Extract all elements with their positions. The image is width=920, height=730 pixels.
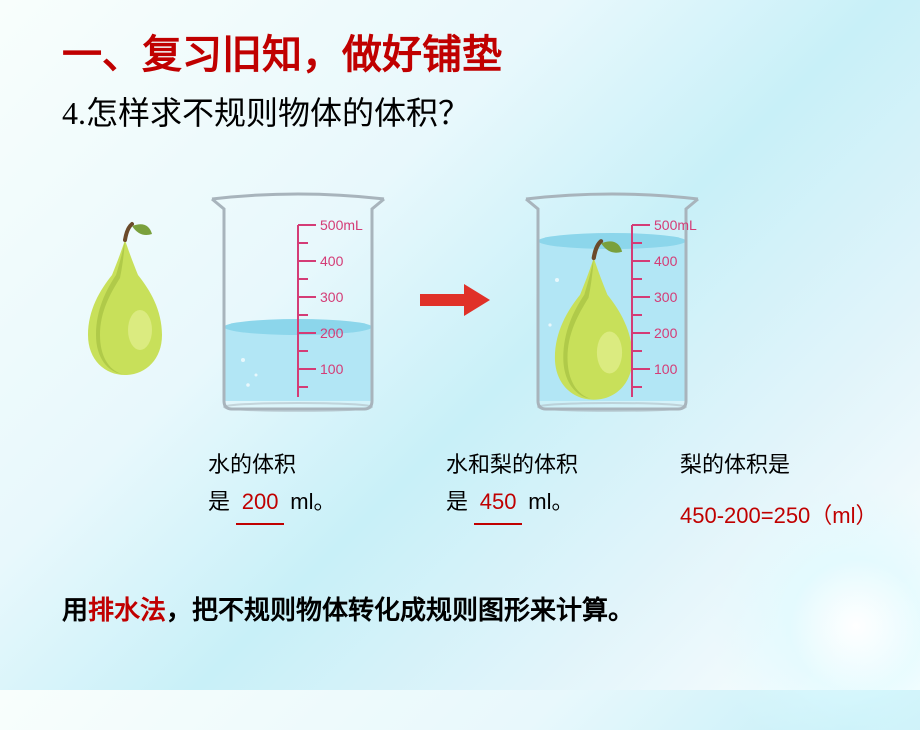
tick-200: 200 [320,325,344,341]
conclusion: 用排水法，把不规则物体转化成规则图形来计算。 [62,590,634,627]
beaker-left: 500mL 400 300 200 100 [198,185,398,415]
conclusion-prefix: 用 [62,595,88,625]
conclusion-suffix: ，把不规则物体转化成规则图形来计算。 [166,595,634,625]
beaker-right: 500mL 400 300 200 100 [512,185,712,415]
label-water-volume: 水的体积 是 200 ml。 [208,446,388,525]
label-mid-prefix: 是 [446,489,474,514]
arrow-icon [420,282,490,318]
label-mid-line1: 水和梨的体积 [446,446,646,483]
label-left-prefix: 是 [208,489,236,514]
label-mid-value: 450 [474,483,522,524]
label-right-line1: 梨的体积是 [680,446,900,483]
tick-100: 100 [320,361,344,377]
tick-500: 500mL [654,217,697,233]
conclusion-highlight: 排水法 [88,595,166,625]
pear-icon [70,220,180,380]
label-pear-volume: 梨的体积是 450-200=250（ml） [680,446,900,535]
label-left-line1: 水的体积 [208,446,388,483]
tick-400: 400 [320,253,344,269]
label-left-unit: ml。 [290,489,335,514]
tick-300: 300 [654,289,678,305]
tick-300: 300 [320,289,344,305]
tick-400: 400 [654,253,678,269]
question-title: 4.怎样求不规则物体的体积？ [62,88,470,134]
question-title-text: 4.怎样求不规则物体的体积？ [62,95,470,131]
tick-200: 200 [654,325,678,341]
section-title-text: 一、复习旧知，做好铺垫 [62,32,502,77]
label-left-value: 200 [236,483,284,524]
diagram-row: 500mL 400 300 200 100 [70,170,850,430]
label-mid-unit: ml。 [528,489,573,514]
label-water-pear-volume: 水和梨的体积 是 450 ml。 [446,446,646,525]
section-title: 一、复习旧知，做好铺垫 [62,22,502,80]
tick-100: 100 [654,361,678,377]
tick-500: 500mL [320,217,363,233]
label-right-line2: 450-200=250（ml） [680,497,900,534]
